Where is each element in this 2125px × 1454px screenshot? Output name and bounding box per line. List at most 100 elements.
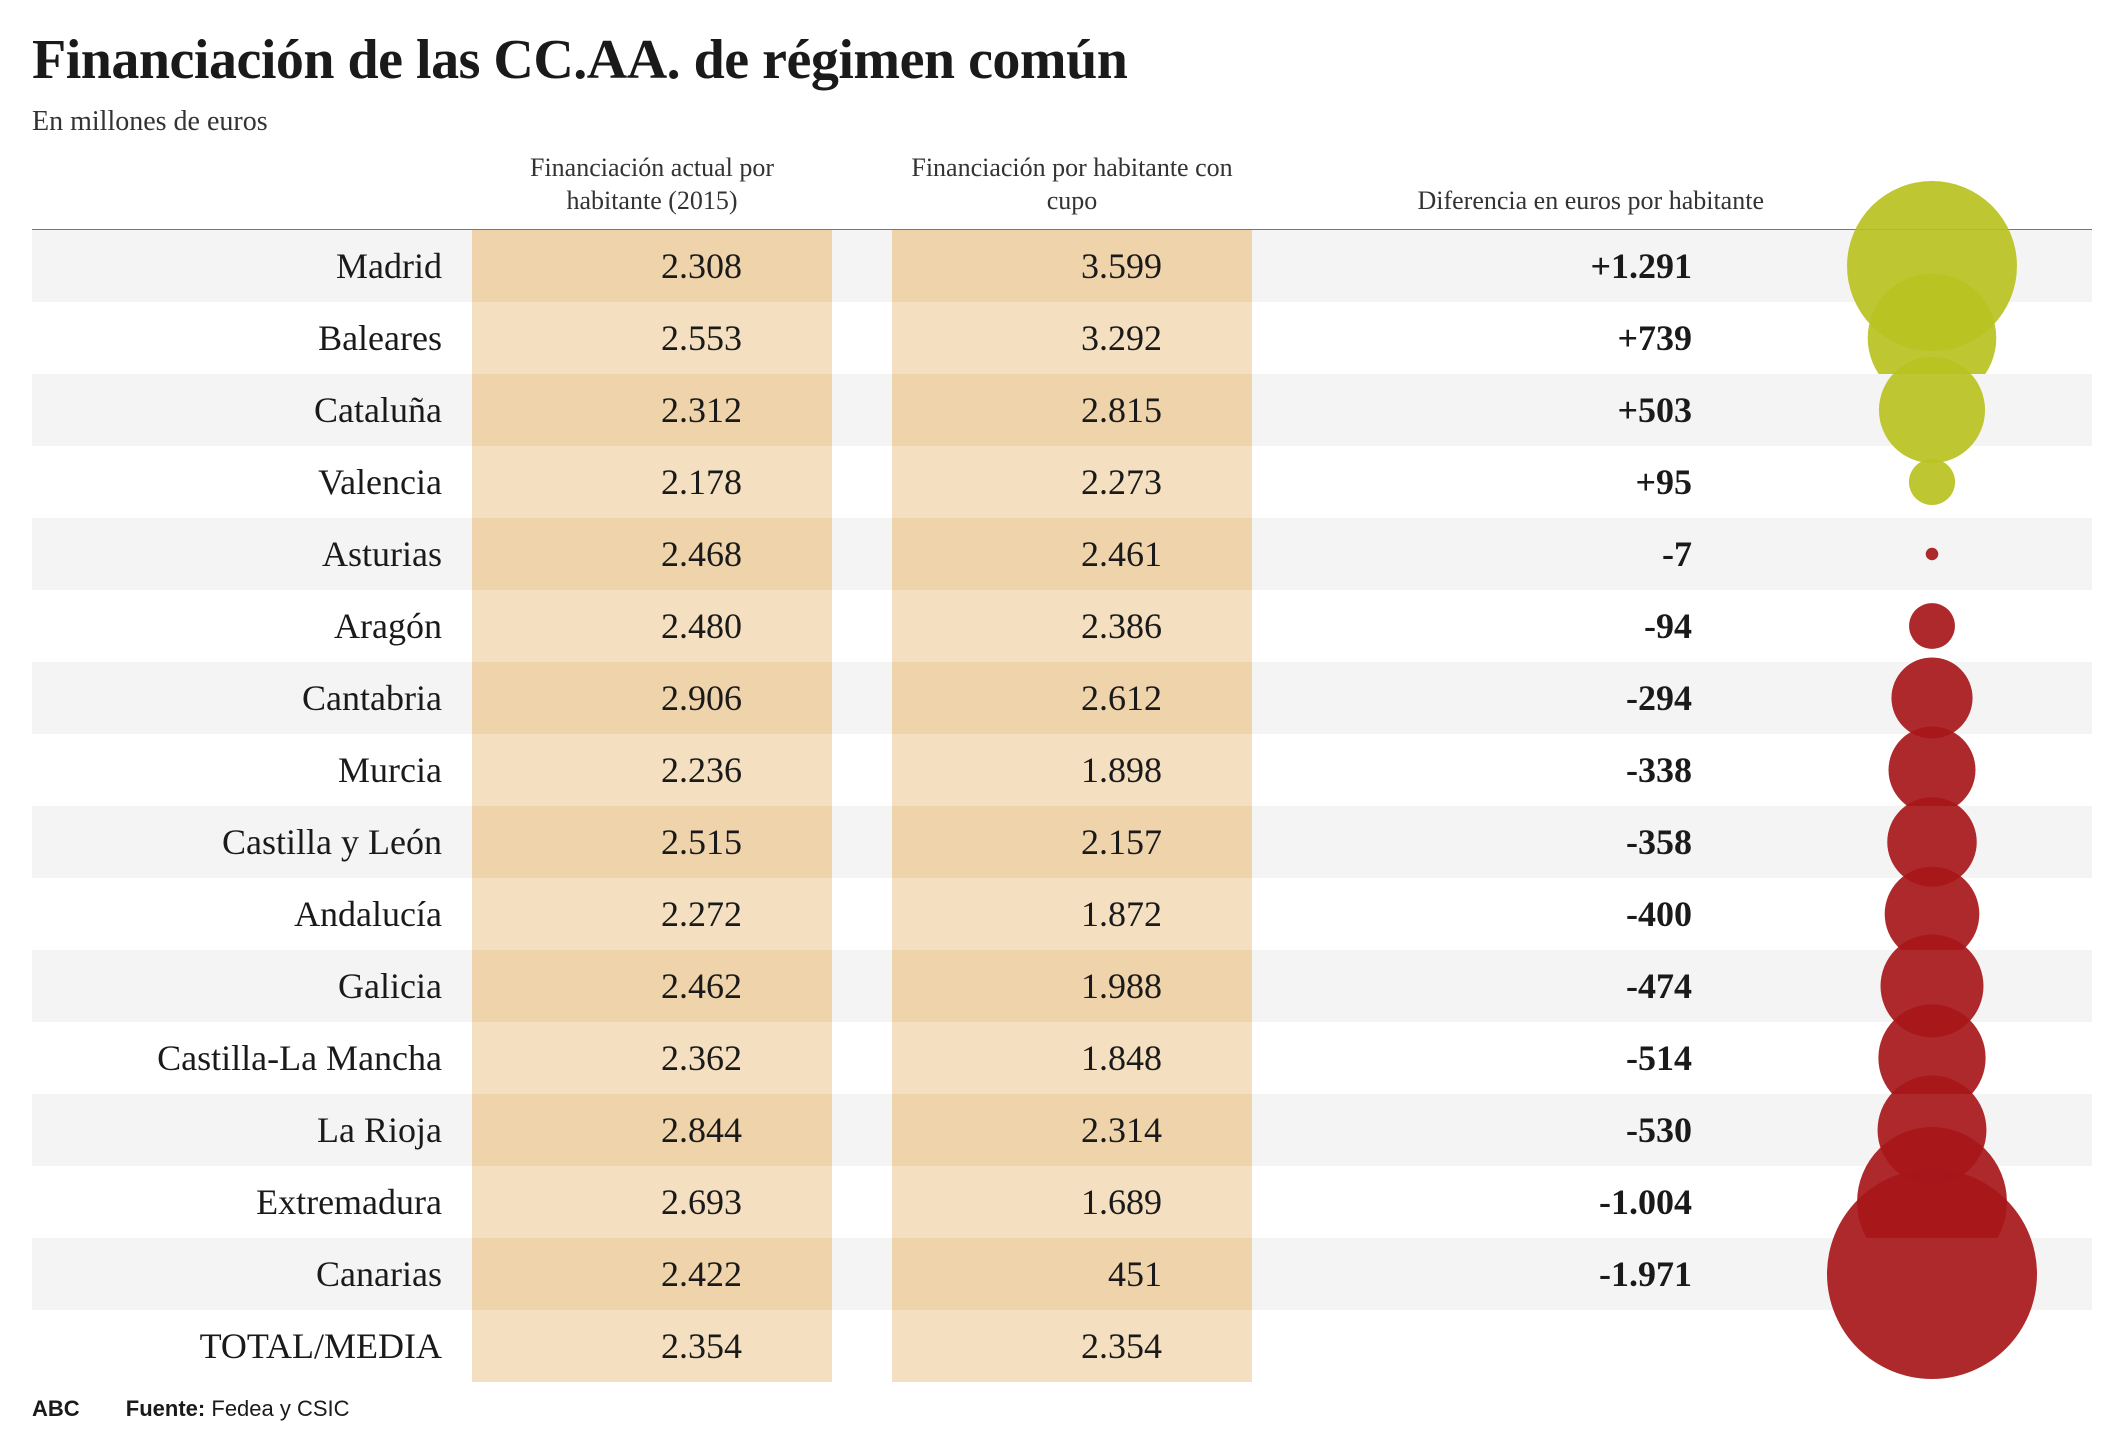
gap xyxy=(832,302,892,374)
gap xyxy=(1252,806,1312,878)
footer-source-label: Fuente: xyxy=(126,1396,205,1421)
value-diff: -400 xyxy=(1312,878,1772,950)
value-diff: -7 xyxy=(1312,518,1772,590)
gap xyxy=(1252,302,1312,374)
header-region xyxy=(32,146,472,230)
gap xyxy=(832,1238,892,1310)
value-actual: 2.480 xyxy=(472,590,832,662)
value-diff: -1.004 xyxy=(1312,1166,1772,1238)
value-cupo: 2.314 xyxy=(892,1094,1252,1166)
value-cupo: 1.689 xyxy=(892,1166,1252,1238)
gap xyxy=(1252,878,1312,950)
value-cupo: 2.461 xyxy=(892,518,1252,590)
gap xyxy=(832,230,892,302)
value-cupo: 3.599 xyxy=(892,230,1252,302)
gap xyxy=(1252,374,1312,446)
value-diff: -358 xyxy=(1312,806,1772,878)
region-name: Madrid xyxy=(32,230,472,302)
gap xyxy=(832,374,892,446)
value-cupo: 2.354 xyxy=(892,1310,1252,1382)
gap xyxy=(1252,950,1312,1022)
gap xyxy=(1252,734,1312,806)
value-actual: 2.308 xyxy=(472,230,832,302)
value-diff: -94 xyxy=(1312,590,1772,662)
gap xyxy=(832,518,892,590)
value-diff: -1.971 xyxy=(1312,1238,1772,1310)
region-name: Canarias xyxy=(32,1238,472,1310)
footer-brand: ABC xyxy=(32,1396,80,1421)
region-name: La Rioja xyxy=(32,1094,472,1166)
gap xyxy=(1252,446,1312,518)
value-cupo: 1.848 xyxy=(892,1022,1252,1094)
gap xyxy=(1252,1166,1312,1238)
value-actual: 2.468 xyxy=(472,518,832,590)
region-name: Extremadura xyxy=(32,1166,472,1238)
value-cupo: 1.898 xyxy=(892,734,1252,806)
gap xyxy=(1252,1022,1312,1094)
diff-bubble xyxy=(1772,1238,2092,1310)
gap xyxy=(1252,662,1312,734)
diff-bubble xyxy=(1772,1310,2092,1382)
region-name: Cataluña xyxy=(32,374,472,446)
header-diff: Diferencia en euros por habitante xyxy=(1312,146,1772,230)
gap xyxy=(832,1166,892,1238)
value-actual: 2.462 xyxy=(472,950,832,1022)
region-name: Castilla-La Mancha xyxy=(32,1022,472,1094)
value-diff: -474 xyxy=(1312,950,1772,1022)
value-cupo: 2.386 xyxy=(892,590,1252,662)
diff-bubble xyxy=(1772,734,2092,806)
gap xyxy=(1252,1094,1312,1166)
header-actual: Financiación actual por habitante (2015) xyxy=(472,146,832,230)
gap xyxy=(832,950,892,1022)
value-diff: -514 xyxy=(1312,1022,1772,1094)
gap xyxy=(1252,1310,1312,1382)
region-name: TOTAL/MEDIA xyxy=(32,1310,472,1382)
gap xyxy=(1252,230,1312,302)
value-cupo: 2.815 xyxy=(892,374,1252,446)
value-actual: 2.178 xyxy=(472,446,832,518)
value-cupo: 3.292 xyxy=(892,302,1252,374)
region-name: Cantabria xyxy=(32,662,472,734)
region-name: Andalucía xyxy=(32,878,472,950)
gap xyxy=(832,662,892,734)
region-name: Asturias xyxy=(32,518,472,590)
header-cupo: Financiación por habitante con cupo xyxy=(892,146,1252,230)
diff-bubble xyxy=(1772,662,2092,734)
value-diff: -530 xyxy=(1312,1094,1772,1166)
value-actual: 2.553 xyxy=(472,302,832,374)
value-actual: 2.272 xyxy=(472,878,832,950)
region-name: Aragón xyxy=(32,590,472,662)
value-cupo: 2.157 xyxy=(892,806,1252,878)
region-name: Baleares xyxy=(32,302,472,374)
gap xyxy=(832,1094,892,1166)
value-cupo: 2.612 xyxy=(892,662,1252,734)
value-diff: +503 xyxy=(1312,374,1772,446)
diff-bubble xyxy=(1772,446,2092,518)
value-actual: 2.312 xyxy=(472,374,832,446)
chart-footer: ABC Fuente: Fedea y CSIC xyxy=(32,1396,2093,1422)
gap xyxy=(832,734,892,806)
header-gap1 xyxy=(832,146,892,230)
gap xyxy=(1252,590,1312,662)
diff-bubble xyxy=(1772,374,2092,446)
value-diff xyxy=(1312,1310,1772,1382)
region-name: Valencia xyxy=(32,446,472,518)
region-name: Murcia xyxy=(32,734,472,806)
diff-bubble xyxy=(1772,590,2092,662)
value-actual: 2.515 xyxy=(472,806,832,878)
gap xyxy=(832,590,892,662)
chart-subtitle: En millones de euros xyxy=(32,106,2093,138)
value-actual: 2.422 xyxy=(472,1238,832,1310)
value-actual: 2.693 xyxy=(472,1166,832,1238)
value-diff: -294 xyxy=(1312,662,1772,734)
chart-title: Financiación de las CC.AA. de régimen co… xyxy=(32,28,2093,92)
value-diff: +739 xyxy=(1312,302,1772,374)
gap xyxy=(1252,1238,1312,1310)
gap xyxy=(832,446,892,518)
data-table: Financiación actual por habitante (2015)… xyxy=(32,146,2093,1382)
region-name: Galicia xyxy=(32,950,472,1022)
gap xyxy=(832,806,892,878)
value-cupo: 451 xyxy=(892,1238,1252,1310)
header-gap2 xyxy=(1252,146,1312,230)
value-cupo: 1.872 xyxy=(892,878,1252,950)
